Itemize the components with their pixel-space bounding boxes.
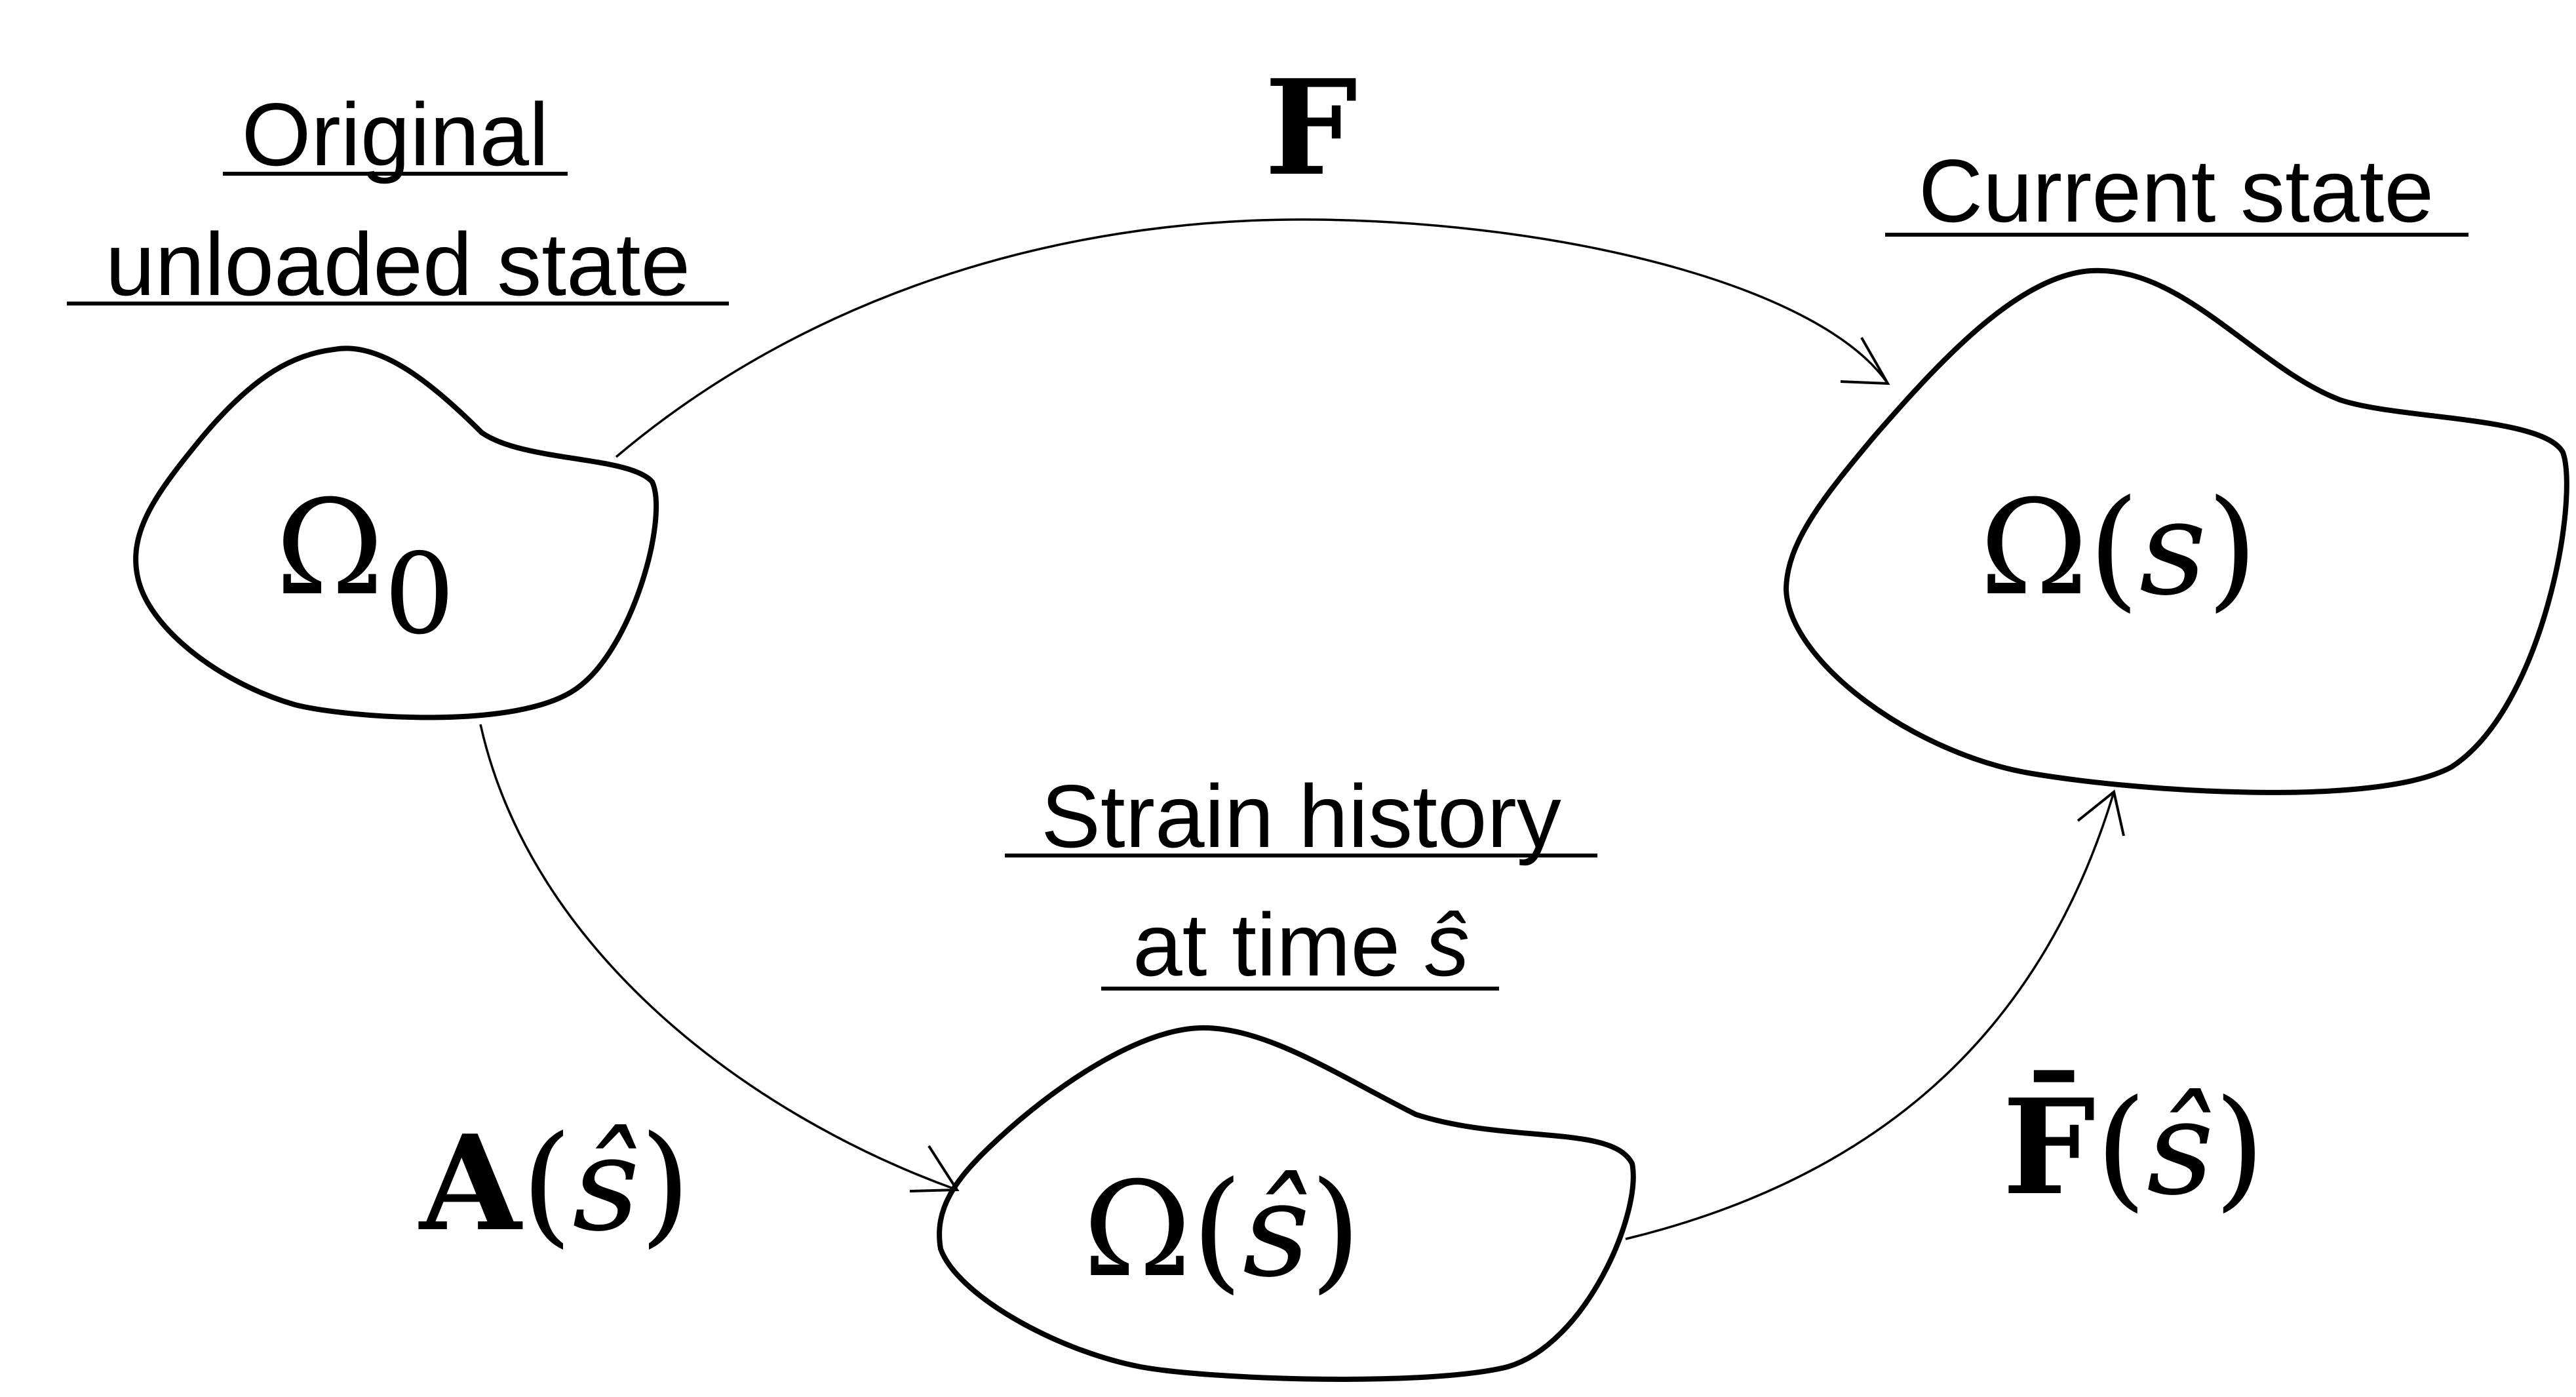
close-paren: )	[1310, 1154, 1361, 1307]
strain-history-heading-line1: Strain history	[1041, 766, 1561, 866]
strain-history-region	[937, 1025, 1636, 1382]
open-paren: (	[2096, 1072, 2147, 1225]
state-variable: s	[2139, 472, 2207, 625]
omega-glyph: Ω	[1083, 1154, 1192, 1307]
map-Fbar-label: F̄(ŝ)	[2002, 1070, 2265, 1225]
map-F-curve	[615, 218, 1889, 458]
map-A-label: A(ŝ)	[418, 1107, 691, 1261]
map-A-arrow	[479, 724, 960, 1192]
strain-history-heading: Strain history at time ŝ	[1005, 766, 1597, 994]
omega-subscript: 0	[384, 530, 455, 659]
close-paren: )	[2207, 472, 2258, 625]
original-state-blob	[133, 345, 659, 720]
omega-glyph: Ω	[1980, 472, 2088, 625]
original-state-heading-line2: unloaded state	[106, 214, 690, 314]
current-state-region	[1784, 267, 2569, 795]
map-Fbar-curve	[1625, 791, 2115, 1240]
map-A-symbol: A	[418, 1107, 523, 1261]
original-state-heading-line1: Original	[242, 85, 549, 184]
map-Fbar-arrow	[1625, 789, 2125, 1240]
omega-glyph: Ω	[275, 472, 384, 625]
strain-heading-variable: ŝ	[1425, 895, 1470, 994]
open-paren: (	[2088, 472, 2139, 625]
current-state-blob	[1784, 267, 2569, 795]
strain-history-symbol: Ω(ŝ)	[1083, 1154, 1361, 1307]
original-state-heading: Original unloaded state	[67, 85, 729, 314]
map-Fbar-symbol: F̄	[2002, 1070, 2096, 1225]
map-F-arrowhead	[1840, 337, 1890, 385]
strain-history-blob	[937, 1025, 1636, 1382]
strain-heading-text-part: at time	[1133, 895, 1425, 994]
current-state-symbol: Ω(s)	[1980, 472, 2258, 625]
state-variable: ŝ	[1243, 1154, 1310, 1307]
map-F-label: F	[1264, 51, 1357, 205]
original-state-symbol: Ω0	[275, 472, 455, 659]
map-A-curve	[479, 724, 958, 1191]
current-state-heading: Current state	[1885, 141, 2469, 241]
map-F-arrow	[615, 218, 1890, 458]
close-paren: )	[2214, 1072, 2265, 1225]
map-Fbar-arrowhead	[2077, 789, 2125, 836]
close-paren: )	[640, 1108, 691, 1261]
map-variable: ŝ	[572, 1108, 640, 1261]
open-paren: (	[521, 1108, 572, 1261]
original-state-region	[133, 345, 659, 720]
map-variable: ŝ	[2147, 1072, 2214, 1225]
strain-history-heading-line2: at time ŝ	[1133, 895, 1470, 994]
current-state-heading-text: Current state	[1919, 141, 2434, 241]
open-paren: (	[1192, 1154, 1243, 1307]
map-A-arrowhead	[909, 1145, 960, 1192]
